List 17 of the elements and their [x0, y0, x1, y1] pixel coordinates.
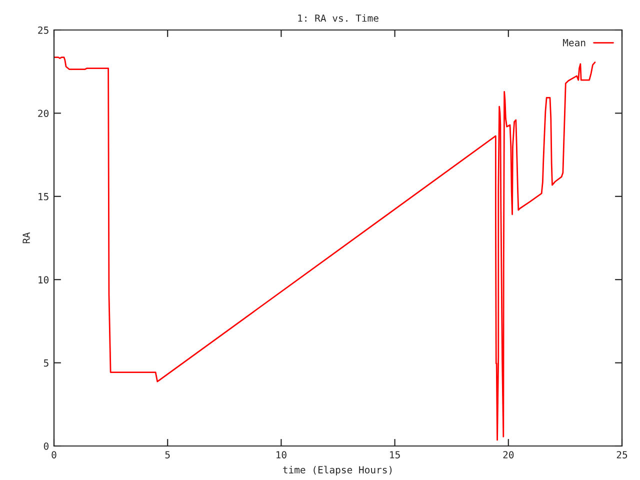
y-tick-label: 15 — [38, 193, 48, 200]
y-tick-label: 20 — [38, 110, 49, 118]
y-tick-label: 5 — [44, 359, 48, 367]
y-tick-label: 25 — [38, 26, 48, 34]
x-tick-label: 5 — [165, 451, 170, 458]
x-tick-label: 0 — [52, 451, 56, 458]
x-tick-label: 20 — [503, 451, 514, 458]
chart-title: 1: RA vs. Time — [298, 14, 378, 22]
line-series — [54, 56, 596, 441]
x-tick-label: 15 — [390, 451, 400, 458]
x-tick-label: 25 — [616, 451, 628, 458]
legend-label: Mean — [563, 39, 586, 46]
y-axis-title: RA — [22, 232, 30, 244]
y-tick-label: 0 — [44, 442, 49, 450]
x-axis-title: time (Elapse Hours) — [283, 466, 392, 476]
x-tick-label: 10 — [276, 451, 286, 458]
y-tick-label: 10 — [38, 276, 49, 284]
